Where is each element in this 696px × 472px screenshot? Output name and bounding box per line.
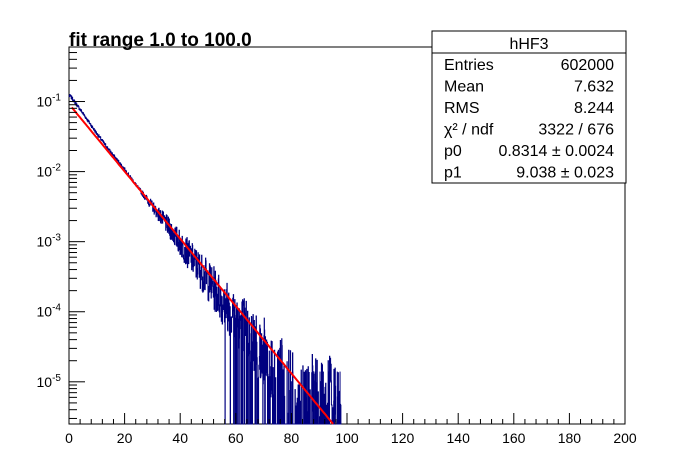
stats-value: 8.244	[574, 100, 614, 117]
stats-box: hHF3 Entries 602000 Mean 7.632 RMS 8.244 χ² / …	[431, 30, 627, 184]
stats-value: 7.632	[574, 79, 614, 96]
chart-title: fit range 1.0 to 100.0	[69, 30, 252, 51]
stats-label: RMS	[444, 100, 480, 117]
stats-label: Mean	[444, 79, 484, 96]
stats-value: 602000	[561, 57, 614, 74]
x-tick-label: 180	[558, 430, 582, 446]
stats-value: 9.038 ± 0.023	[516, 165, 614, 182]
stats-label: χ² / ndf	[444, 122, 494, 139]
y-tick-label: 10-2	[37, 163, 62, 180]
x-tick-label: 160	[502, 430, 526, 446]
y-tick-label: 10-3	[37, 233, 62, 250]
stats-label: p1	[444, 165, 462, 182]
fit-layer	[71, 106, 334, 425]
x-tick-label: 120	[391, 430, 415, 446]
stats-value: 0.8314 ± 0.0024	[498, 143, 614, 160]
stats-label: p0	[444, 143, 462, 160]
stats-value: 3322 / 676	[538, 122, 614, 139]
fit-curve	[71, 106, 334, 425]
histogram-line	[68, 94, 342, 425]
axes-layer: 0 20 40 60 80 100 120 140 160 180 200 10-1 10-2 10-3 1…	[37, 52, 637, 446]
stats-title: hHF3	[509, 36, 548, 53]
x-tick-label: 140	[447, 430, 471, 446]
histogram-layer	[68, 94, 342, 425]
y-tick-label: 10-5	[37, 373, 62, 390]
x-tick-label: 80	[284, 430, 300, 446]
y-tick-label: 10-1	[37, 93, 62, 110]
x-tick-label: 100	[335, 430, 359, 446]
x-tick-label: 60	[228, 430, 244, 446]
x-tick-label: 40	[172, 430, 188, 446]
x-tick-label: 200	[613, 430, 637, 446]
x-tick-label: 0	[65, 430, 73, 446]
stats-label: Entries	[444, 57, 494, 74]
x-tick-label: 20	[117, 430, 133, 446]
y-tick-label: 10-4	[37, 303, 62, 320]
